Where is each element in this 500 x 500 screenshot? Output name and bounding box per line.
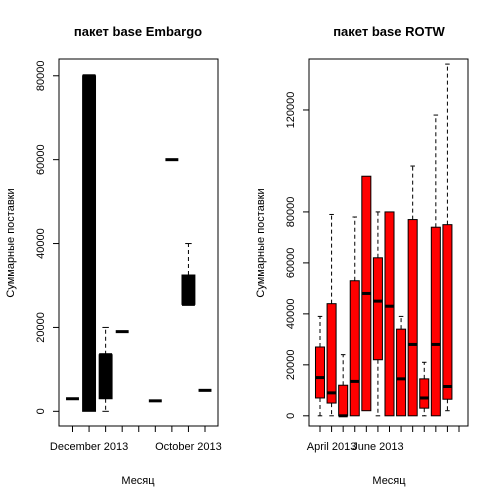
y-axis-rotw: 0 20000 40000 60000 80000 120000 — [285, 92, 310, 419]
box-iqr — [181, 274, 196, 305]
box-5 — [361, 175, 372, 412]
box-8 — [396, 315, 407, 417]
x-tick-label: April 2013 — [307, 441, 357, 453]
x-axis-label-embargo: Месяц — [121, 475, 155, 487]
box-2 — [326, 213, 337, 417]
y-axis-label-embargo: Суммарные поставки — [5, 188, 17, 297]
y-tick-label: 80000 — [35, 60, 47, 91]
box-1 — [314, 315, 326, 417]
box-12 — [442, 63, 453, 412]
box-3 — [98, 326, 113, 412]
box-9 — [407, 165, 418, 417]
box-iqr — [338, 384, 349, 417]
y-tick-label: 60000 — [35, 144, 47, 175]
box-8 — [181, 243, 196, 306]
y-tick-label: 40000 — [285, 299, 297, 330]
box-iqr — [419, 378, 430, 409]
chart-title-rotw: пакет base ROTW — [333, 24, 445, 39]
y-tick-label: 20000 — [35, 312, 47, 343]
box-7 — [384, 211, 395, 417]
y-tick-label: 120000 — [285, 92, 297, 129]
y-tick-label: 0 — [35, 408, 47, 414]
boxes-embargo — [66, 74, 212, 412]
box-3 — [338, 354, 349, 418]
box-iqr — [98, 354, 113, 400]
box-iqr — [326, 303, 337, 404]
y-tick-label: 0 — [285, 413, 297, 419]
x-tick-label: October 2013 — [155, 441, 222, 453]
y-tick-label: 40000 — [35, 228, 47, 259]
y-axis-embargo: 0 20000 40000 60000 80000 — [35, 60, 60, 414]
panel-rotw: пакет base ROTW Месяц Суммарные поставки… — [255, 24, 469, 487]
box-iqr — [396, 328, 407, 417]
box-iqr — [349, 280, 360, 417]
box-iqr — [314, 346, 326, 399]
box-iqr — [82, 75, 97, 412]
y-tick-label: 80000 — [285, 197, 297, 228]
box-iqr — [384, 211, 395, 417]
y-axis-label-rotw: Суммарные поставки — [255, 188, 267, 297]
box-10 — [419, 361, 430, 417]
boxes-rotw — [314, 63, 453, 418]
y-tick-label: 60000 — [285, 248, 297, 279]
box-2 — [82, 74, 97, 412]
box-11 — [430, 114, 441, 417]
x-axis-label-rotw: Месяц — [372, 475, 406, 487]
panel-embargo: пакет base Embargo Месяц Суммарные поста… — [5, 24, 222, 487]
x-tick-label: June 2013 — [352, 441, 403, 453]
box-iqr — [430, 226, 441, 417]
box-6 — [372, 211, 383, 417]
x-axis-embargo: December 2013 October 2013 — [50, 425, 222, 453]
box-iqr — [407, 219, 418, 417]
box-4 — [349, 216, 360, 417]
box-iqr — [442, 224, 453, 400]
chart-title-embargo: пакет base Embargo — [74, 24, 202, 39]
box-iqr — [372, 257, 383, 361]
x-tick-label: December 2013 — [50, 441, 128, 453]
y-tick-label: 20000 — [285, 350, 297, 381]
